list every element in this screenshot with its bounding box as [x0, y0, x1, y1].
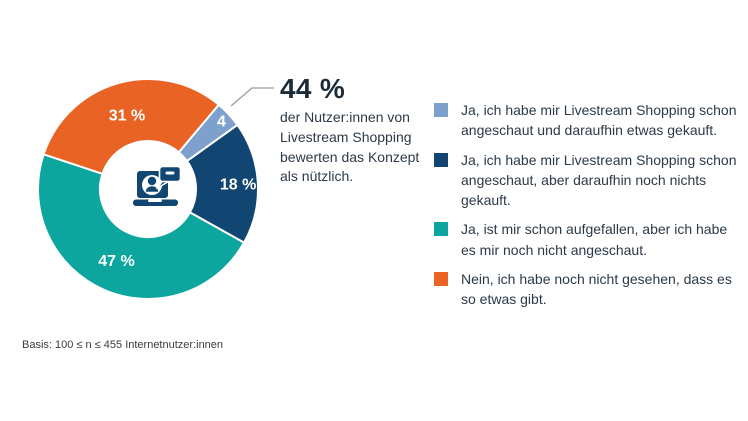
person-shoulders-shape — [145, 186, 159, 192]
legend: Ja, ich habe mir Livestream Shopping sch… — [434, 100, 744, 319]
slice-label-2: 18 % — [220, 177, 256, 194]
callout-line — [230, 87, 274, 107]
person-head-shape — [147, 176, 157, 186]
slice-label-4: 31 % — [109, 107, 145, 124]
legend-label: Ja, ist mir schon aufgefallen, aber ich … — [461, 221, 728, 258]
legend-label: Nein, ich habe noch nicht gesehen, dass … — [461, 271, 732, 308]
legend-item: Ja, ist mir schon aufgefallen, aber ich … — [434, 219, 744, 260]
legend-swatch — [434, 103, 448, 117]
donut-labels: 4 18 % 47 % 31 % — [98, 107, 256, 270]
slice-label-1: 4 — [217, 114, 226, 131]
legend-swatch — [434, 272, 448, 287]
donut-slices — [37, 78, 259, 300]
minus-icon — [165, 171, 175, 175]
legend-swatch — [434, 152, 448, 167]
callout: 44 % der Nutzer:innen von Livestream Sho… — [280, 74, 452, 187]
footnote: Basis: 100 ≤ n ≤ 455 Internetnutzer:inne… — [22, 339, 224, 351]
legend-item: Ja, ich habe mir Livestream Shopping sch… — [434, 150, 744, 211]
donut-slice-3 — [37, 153, 246, 300]
legend-label: Ja, ich habe mir Livestream Shopping sch… — [461, 151, 737, 209]
laptop-base-notch-shape — [148, 199, 162, 202]
legend-item: Ja, ich habe mir Livestream Shopping sch… — [434, 100, 744, 141]
slice-label-3: 47 % — [98, 253, 134, 270]
callout-text: der Nutzer:innen von Livestream Shopping… — [280, 109, 420, 185]
donut-slice-2 — [186, 123, 259, 244]
donut-slice-4 — [42, 78, 220, 175]
legend-label: Ja, ich habe mir Livestream Shopping sch… — [461, 102, 737, 139]
livestream-laptop-icon — [133, 165, 182, 206]
legend-item: Nein, ich habe noch nicht gesehen, dass … — [434, 269, 744, 310]
donut-chart: 4 18 % 47 % 31 % — [37, 78, 259, 300]
laptop-base-shape — [133, 199, 178, 206]
callout-headline: 44 % — [280, 73, 346, 104]
legend-swatch — [434, 222, 448, 237]
